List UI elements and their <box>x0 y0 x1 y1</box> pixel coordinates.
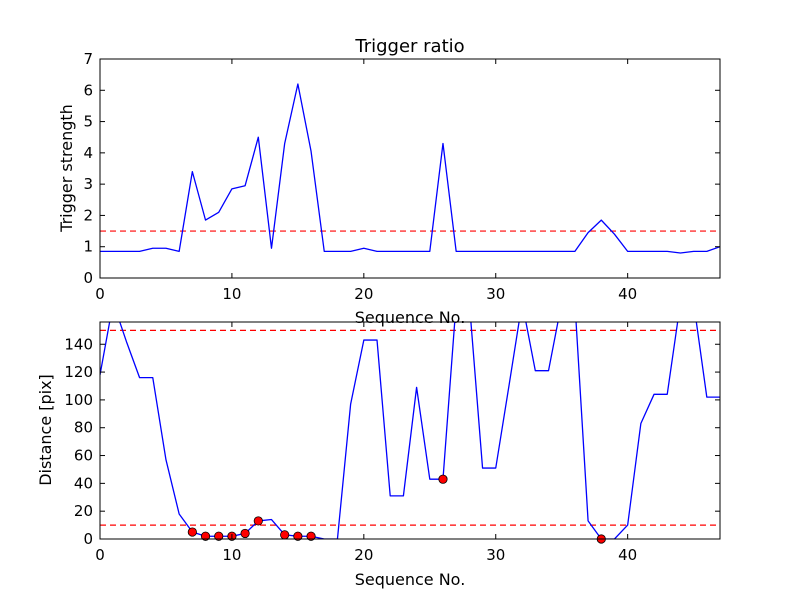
x-tick-label: 10 <box>222 546 241 564</box>
y-tick-label: 100 <box>64 391 93 409</box>
chart-title: Trigger ratio <box>354 36 464 57</box>
y-tick-label: 60 <box>74 447 93 465</box>
x-tick-label: 10 <box>222 285 241 303</box>
x-tick-label: 20 <box>354 546 373 564</box>
y-axis-label: Distance [pix] <box>36 374 55 486</box>
x-axis-label: Sequence No. <box>355 308 466 327</box>
distance-panel: 0 10 20 30 40 0 20 40 60 80 100 120 140 Sequence No.… <box>36 321 721 589</box>
threshold-lines <box>100 329 720 526</box>
data-point-marker <box>253 516 263 526</box>
y-tick-label: 1 <box>83 238 93 256</box>
x-tick-label: 20 <box>354 285 373 303</box>
x-tick-label: 40 <box>618 285 637 303</box>
y-tick-label: 3 <box>83 175 93 193</box>
x-tick-label: 30 <box>486 285 505 303</box>
data-point-marker <box>187 527 197 537</box>
plot-frame <box>99 58 721 279</box>
series-line <box>100 83 720 254</box>
y-tick-label: 2 <box>83 206 93 224</box>
y-tick-label: 7 <box>83 50 93 68</box>
x-tick-label: 30 <box>486 546 505 564</box>
plot-frame <box>99 321 721 540</box>
x-axis-label: Sequence No. <box>355 570 466 589</box>
highlight-markers <box>187 474 606 544</box>
data-point-marker <box>438 474 448 484</box>
data-point-marker <box>240 528 250 539</box>
y-tick-label: 120 <box>64 363 93 381</box>
data-point-marker <box>306 531 316 541</box>
y-tick-label: 4 <box>83 144 93 162</box>
axis-ticks: 0 10 20 30 40 0 20 40 60 80 100 120 140 <box>64 322 720 564</box>
y-tick-label: 0 <box>83 530 93 548</box>
data-point-marker <box>293 531 303 541</box>
data-series <box>100 83 720 254</box>
y-tick-label: 20 <box>74 502 93 520</box>
data-point-marker <box>280 530 290 540</box>
y-axis-label: Trigger strength <box>57 104 76 233</box>
data-point-marker <box>214 531 224 541</box>
trigger-ratio-panel: 0 10 20 30 40 0 1 2 3 4 5 6 7 Trigger ratio Sequence… <box>57 36 721 327</box>
axis-ticks: 0 10 20 30 40 0 1 2 3 4 5 6 7 <box>83 50 720 303</box>
x-tick-label: 40 <box>618 546 637 564</box>
y-tick-label: 6 <box>83 81 93 99</box>
y-tick-label: 140 <box>64 335 93 353</box>
x-tick-label: 0 <box>95 546 105 564</box>
y-tick-label: 5 <box>83 113 93 131</box>
y-tick-label: 0 <box>83 269 93 287</box>
y-tick-label: 80 <box>74 419 93 437</box>
data-point-marker <box>200 531 211 541</box>
x-tick-label: 0 <box>95 285 105 303</box>
y-tick-label: 40 <box>74 474 93 492</box>
